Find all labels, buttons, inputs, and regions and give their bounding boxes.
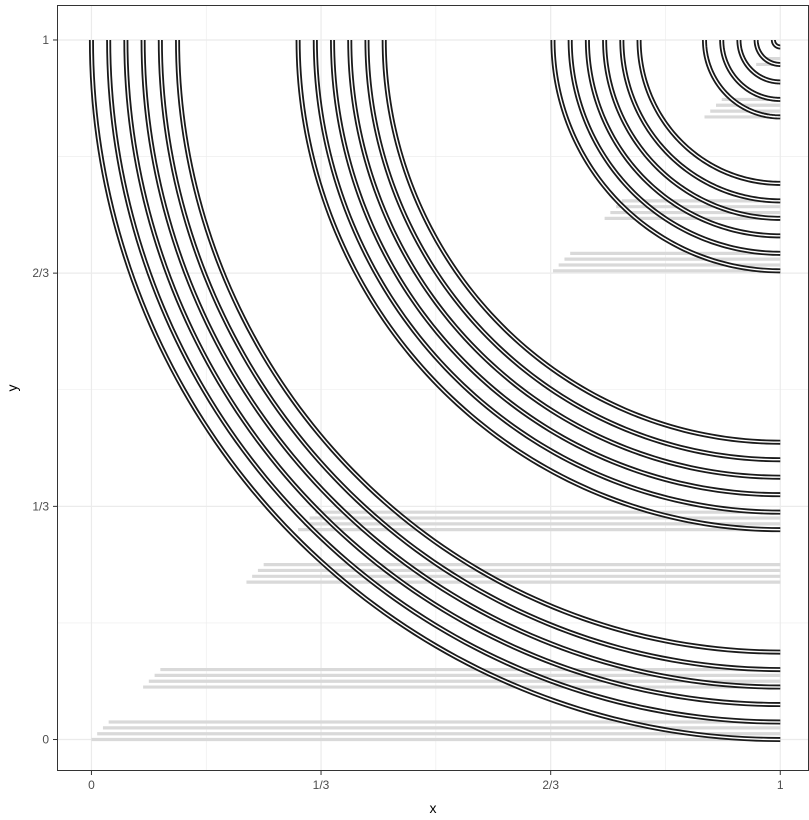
- curve: [140, 39, 781, 690]
- curve-core: [738, 39, 781, 83]
- curve: [770, 39, 781, 50]
- y-tick-label: 0: [42, 733, 49, 747]
- curve: [584, 39, 781, 239]
- curve: [602, 39, 781, 221]
- curve: [175, 39, 781, 655]
- curve-core: [107, 39, 781, 723]
- x-axis-ticks: 0 1/3 2/3 1: [88, 771, 784, 792]
- curve: [550, 39, 781, 274]
- x-tick-label: 0: [88, 778, 95, 792]
- curve-core: [176, 39, 781, 653]
- curve: [123, 39, 781, 708]
- y-tick-label: 2/3: [32, 266, 49, 280]
- curve: [567, 39, 781, 256]
- curve-layer: [88, 39, 781, 743]
- curve-core: [569, 39, 781, 255]
- curve: [753, 39, 781, 67]
- curve: [88, 39, 781, 743]
- curve-core: [90, 39, 781, 741]
- curve-core: [552, 39, 781, 272]
- curve-outline: [295, 39, 781, 533]
- curve-core: [349, 39, 781, 478]
- curve: [719, 39, 781, 102]
- curve-core: [755, 39, 781, 66]
- curve: [106, 39, 781, 725]
- curve-core: [331, 39, 781, 496]
- curve-core: [142, 39, 781, 688]
- curve: [702, 39, 781, 120]
- curve: [347, 39, 781, 480]
- curve: [619, 39, 781, 204]
- curve-outline: [364, 39, 781, 463]
- y-axis-title: y: [4, 385, 20, 392]
- curve: [330, 39, 781, 498]
- curve-outline: [330, 39, 781, 498]
- y-tick-label: 1: [42, 33, 49, 47]
- curve-core: [603, 39, 781, 220]
- curve: [381, 39, 781, 445]
- grid-layer: [57, 5, 809, 771]
- panel-border: [57, 5, 809, 771]
- curve: [295, 39, 781, 533]
- curve: [636, 39, 781, 186]
- curve-core: [621, 39, 781, 202]
- x-tick-label: 2/3: [542, 778, 559, 792]
- curve-core: [125, 39, 781, 706]
- curve-core: [638, 39, 781, 185]
- curve: [157, 39, 781, 673]
- x-tick-label: 1/3: [313, 778, 330, 792]
- curve-core: [721, 39, 781, 101]
- curve-core: [383, 39, 781, 443]
- curve-core: [159, 39, 781, 671]
- curve-outline: [140, 39, 781, 690]
- x-tick-label: 1: [777, 778, 784, 792]
- curve: [312, 39, 781, 515]
- y-axis-ticks: 0 1/3 2/3 1: [32, 33, 57, 747]
- curve-core: [703, 39, 781, 118]
- curve-core: [772, 39, 781, 48]
- curve: [364, 39, 781, 463]
- curve-core: [586, 39, 781, 237]
- curve-outline: [381, 39, 781, 445]
- curve-core: [366, 39, 781, 461]
- curve-core: [297, 39, 781, 531]
- curve-outline: [567, 39, 781, 256]
- curve: [736, 39, 781, 85]
- curve-core: [314, 39, 781, 513]
- x-axis-title: x: [430, 800, 437, 816]
- y-tick-label: 1/3: [32, 499, 49, 513]
- curve-outline: [175, 39, 781, 655]
